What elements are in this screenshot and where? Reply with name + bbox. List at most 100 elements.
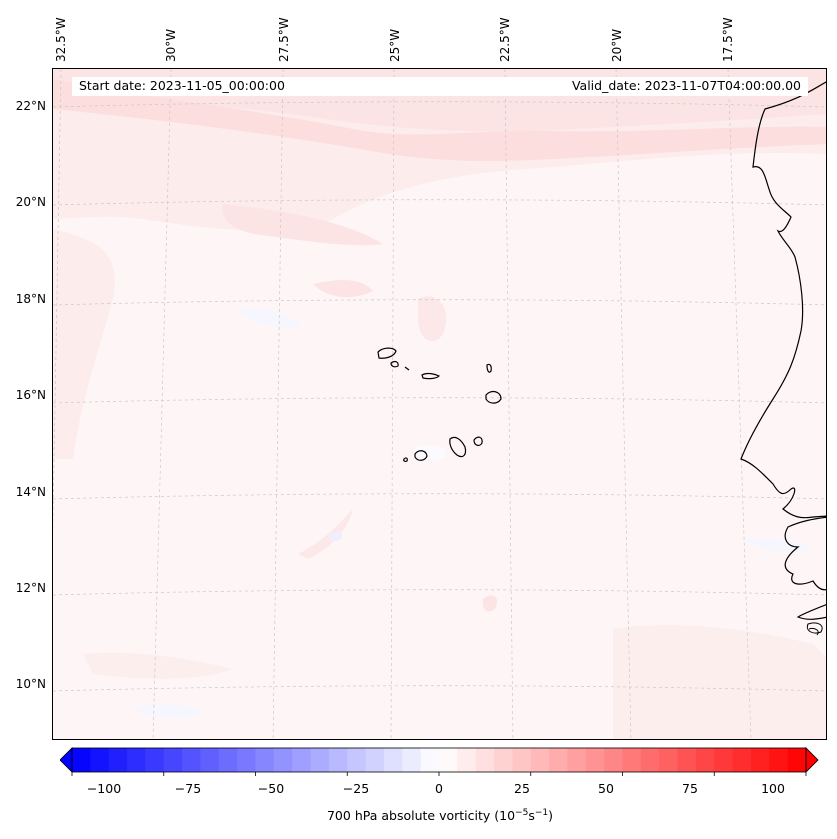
graticule <box>53 69 826 739</box>
colorbar-bin <box>163 748 183 772</box>
island-santo-antao <box>377 347 397 359</box>
vorticity-positive-patch-1 <box>222 204 383 246</box>
colorbar-bin <box>475 748 495 772</box>
colorbar-bins <box>72 748 807 772</box>
colorbar-bin <box>640 748 660 772</box>
colorbar-bin <box>328 748 348 772</box>
colorbar-bin <box>420 748 440 772</box>
island-sao-nicolau <box>421 372 441 380</box>
lat-label-14n: 14°N <box>15 485 46 499</box>
lon-label-32-5w: 32.5°W <box>54 17 68 62</box>
gridline-lon-25w <box>390 69 395 739</box>
colorbar-tick-label: 75 <box>682 781 698 796</box>
colorbar-bin <box>659 748 679 772</box>
island-sal <box>486 363 492 373</box>
valid-date-label: Valid_date: 2023-11-07T04:00:00.00 <box>571 78 801 93</box>
gridline-lon-20w <box>615 69 632 739</box>
west-africa-coastline <box>740 81 826 620</box>
colorbar-bin <box>182 748 201 772</box>
gridline-lon-27-5w <box>272 69 284 739</box>
lon-label-22-5w: 22.5°W <box>498 17 512 62</box>
island-fogo <box>414 450 428 461</box>
vorticity-negative-patch-3 <box>133 703 203 719</box>
colorbar-tick-marks <box>71 772 807 776</box>
colorbar-bin <box>494 748 513 772</box>
colorbar-bin <box>347 748 367 772</box>
colorbar-bin <box>108 748 128 772</box>
colorbar-bin <box>273 748 293 772</box>
gridline-lat-14n <box>53 493 826 500</box>
gridline-lon-22-5w <box>504 69 514 739</box>
colorbar-bin <box>732 748 752 772</box>
colorbar-bin <box>585 748 605 772</box>
vorticity-positive-southeast <box>613 624 826 739</box>
colorbar-bin <box>292 748 312 772</box>
colorbar-tick-label: −25 <box>342 781 370 796</box>
colorbar-bin <box>218 748 238 772</box>
vorticity-positive-patch-4 <box>482 595 498 612</box>
gridline-lat-22n <box>53 101 826 108</box>
colorbar-bin <box>695 748 715 772</box>
vorticity-positive-streak-south <box>298 509 353 559</box>
colorbar-bin <box>439 748 458 772</box>
colorbar-bin <box>622 748 642 772</box>
cape-verde-islands <box>377 347 502 462</box>
gridline-lon-32-5w <box>53 69 62 537</box>
colorbar-bin <box>90 748 110 772</box>
bijagos-islands <box>806 622 823 634</box>
lon-label-27-5w: 27.5°W <box>277 17 291 62</box>
colorbar-tick-label: 0 <box>435 781 443 796</box>
colorbar-bin <box>237 748 256 772</box>
colorbar-bin <box>567 748 587 772</box>
island-santiago <box>449 436 467 458</box>
colorbar-tick-label: 50 <box>598 781 614 796</box>
island-brava <box>403 457 408 462</box>
colorbar-bin <box>72 748 91 772</box>
colorbar-bin <box>769 748 789 772</box>
colorbar-tick-label: 25 <box>514 781 530 796</box>
map-panel <box>52 68 827 740</box>
colorbar-bin <box>604 748 623 772</box>
colorbar-extend-max <box>805 747 819 773</box>
vorticity-positive-patch-3 <box>418 296 447 342</box>
colorbar-extend-min <box>60 747 73 773</box>
vorticity-map <box>53 69 826 739</box>
colorbar-bin <box>310 748 330 772</box>
colorbar-bin <box>750 748 770 772</box>
vorticity-negative-patch-2 <box>328 531 343 542</box>
colorbar-bin <box>512 748 532 772</box>
colorbar <box>60 747 819 776</box>
colorbar-tick-label: −50 <box>257 781 285 796</box>
lon-label-30w: 30°W <box>164 28 178 62</box>
colorbar-bin <box>714 748 734 772</box>
colorbar-bin <box>127 748 146 772</box>
colorbar-bin <box>383 748 403 772</box>
gridline-lat-12n <box>53 589 826 596</box>
gridline-lat-16n <box>53 397 826 404</box>
start-date-label: Start date: 2023-11-05_00:00:00 <box>79 78 285 93</box>
island-boa-vista <box>485 390 502 404</box>
island-maio <box>473 436 483 446</box>
gridline-lat-10n <box>53 685 826 692</box>
lon-label-25w: 25°W <box>388 28 402 62</box>
vorticity-positive-streak <box>53 79 826 161</box>
vorticity-negative-patch-4 <box>413 444 446 460</box>
colorbar-bin <box>549 748 568 772</box>
date-info-bar <box>72 77 808 96</box>
colorbar-tick-label: −100 <box>86 781 122 796</box>
gridline-lon-17-5w <box>727 69 752 739</box>
colorbar-bin <box>530 748 550 772</box>
island-sao-vicente <box>390 360 399 368</box>
gridline-lat-18n <box>53 299 826 306</box>
colorbar-bin <box>255 748 275 772</box>
gridline-lon-30w <box>152 69 172 739</box>
lat-label-20n: 20°N <box>15 195 46 209</box>
colorbar-bin <box>457 748 477 772</box>
lat-label-12n: 12°N <box>15 581 46 595</box>
vorticity-positive-west-band <box>53 229 115 459</box>
lat-label-22n: 22°N <box>15 99 46 113</box>
colorbar-bin <box>677 748 697 772</box>
lon-label-17-5w: 17.5°W <box>721 17 735 62</box>
colorbar-tick-label: −75 <box>174 781 202 796</box>
colorbar-label: 700 hPa absolute vorticity (10−5s−1) <box>326 808 553 824</box>
